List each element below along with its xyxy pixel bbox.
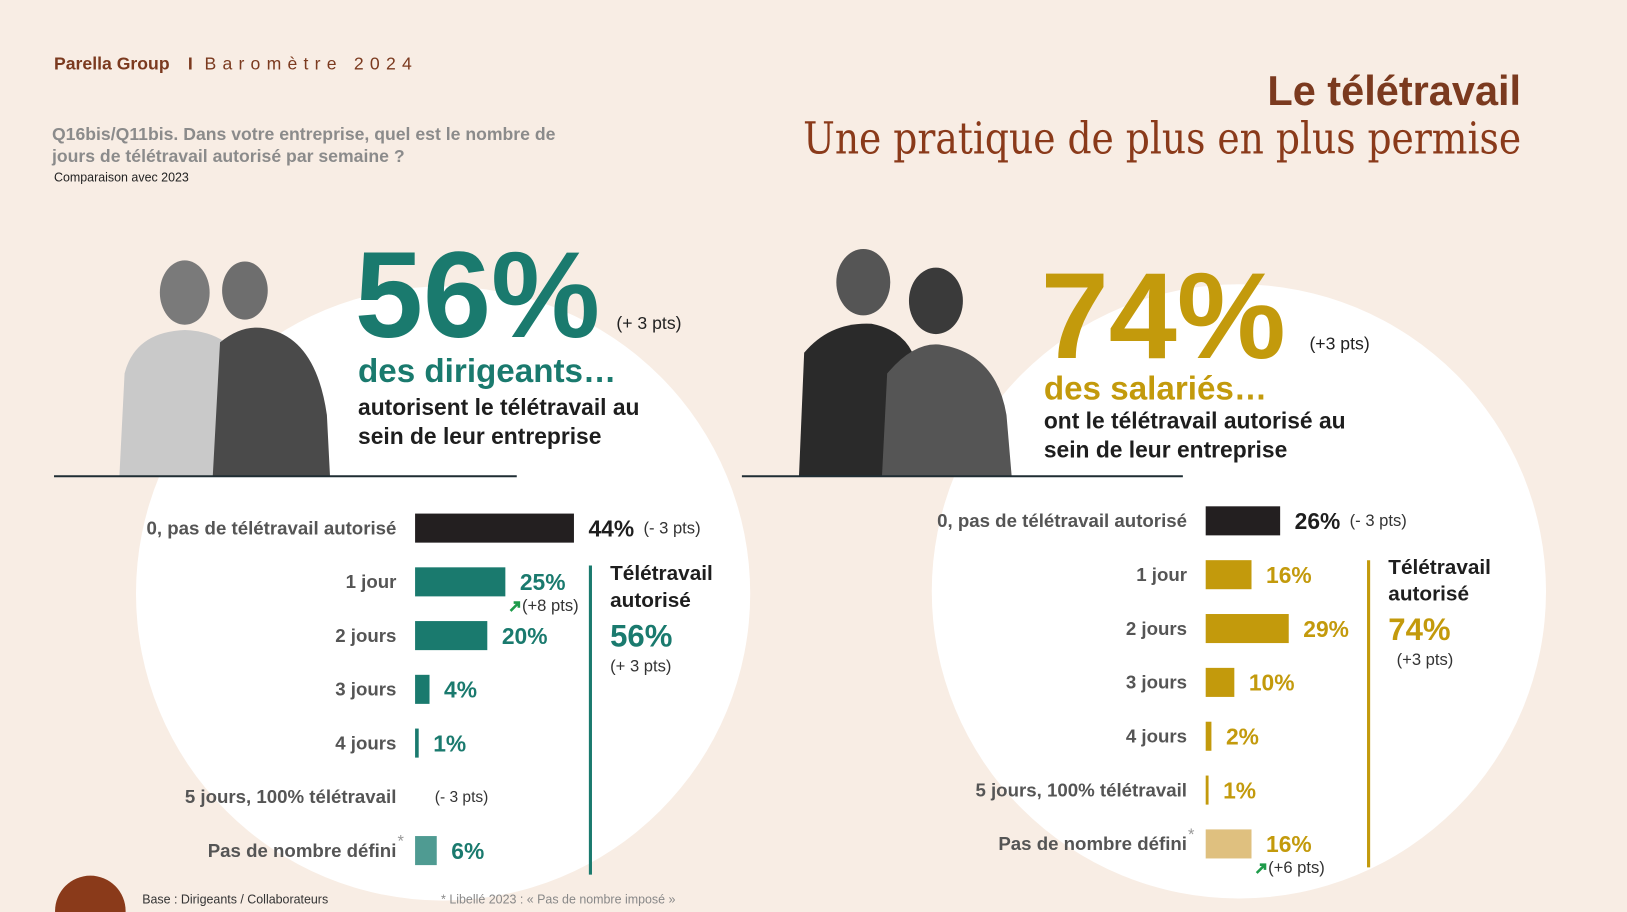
value-label: 10% xyxy=(1249,670,1295,696)
headline-change: (+ 3 pts) xyxy=(616,313,681,333)
bar xyxy=(1205,829,1252,859)
category-label: 2 jours xyxy=(335,625,396,646)
subtitle: Une pratique de plus en plus permise xyxy=(803,115,1521,165)
bar xyxy=(1205,614,1289,644)
headline-description: sein de leur entreprise xyxy=(358,423,601,449)
footer-base: Base : Dirigeants / Collaborateurs xyxy=(142,893,328,907)
value-label: 1% xyxy=(1223,777,1256,803)
bar xyxy=(1205,721,1212,751)
value-label: 6% xyxy=(451,838,484,864)
value-label: 4% xyxy=(444,677,477,703)
comparison: Comparaison avec 2023 xyxy=(54,171,189,185)
title: Le télétravail xyxy=(1267,67,1521,114)
bar xyxy=(1205,506,1281,536)
separator: I xyxy=(188,54,193,74)
value-label: 25% xyxy=(520,569,566,595)
bar xyxy=(415,621,488,651)
bar xyxy=(1205,775,1209,805)
value-label: 1% xyxy=(433,730,466,756)
bar xyxy=(1205,667,1235,697)
person-photo xyxy=(119,260,331,477)
category-label: 0, pas de télétravail autorisé xyxy=(937,510,1187,531)
backdrop-circle xyxy=(931,284,1547,899)
headline-value: 56% xyxy=(355,226,600,363)
headline-description: autorisent le télétravail au xyxy=(358,394,639,420)
headline-change: (+3 pts) xyxy=(1309,334,1369,354)
value-label: 29% xyxy=(1303,616,1349,642)
bar xyxy=(415,513,574,543)
category-label: 5 jours, 100% télétravail xyxy=(975,779,1187,800)
person-photo xyxy=(798,249,1012,477)
bar xyxy=(415,674,430,704)
bar xyxy=(415,836,437,866)
value-label: 44% xyxy=(588,515,634,541)
up-arrow xyxy=(509,601,521,612)
question-line: Q16bis/Q11bis. Dans votre entreprise, qu… xyxy=(52,124,556,144)
category-label: 3 jours xyxy=(335,679,396,700)
summary-label: autorisé xyxy=(610,589,691,612)
change-label: (- 3 pts) xyxy=(435,789,489,806)
headline-group: des salariés… xyxy=(1044,370,1267,407)
change-label: (- 3 pts) xyxy=(1350,511,1407,530)
value-label: 2% xyxy=(1226,724,1259,750)
change-label: (+8 pts) xyxy=(522,596,579,615)
category-label: 1 jour xyxy=(346,571,397,592)
headline-group: des dirigeants… xyxy=(358,353,616,390)
change-label: (- 3 pts) xyxy=(643,518,700,537)
footer-badge xyxy=(55,875,126,912)
summary-label: Télétravail xyxy=(610,562,713,585)
headline-value: 74% xyxy=(1041,247,1286,384)
summary-value: 56% xyxy=(610,618,672,653)
category-label: 3 jours xyxy=(1126,672,1187,693)
brand: Parella Group xyxy=(54,54,170,74)
summary-change: (+ 3 pts) xyxy=(610,656,671,675)
category-label: Pas de nombre défini xyxy=(998,833,1187,854)
change-label: (+6 pts) xyxy=(1268,858,1325,877)
bar xyxy=(415,728,419,758)
value-label: 16% xyxy=(1266,562,1312,588)
summary-label: Télétravail xyxy=(1388,556,1491,579)
edition: Baromètre 2024 xyxy=(204,54,418,74)
summary-change: (+3 pts) xyxy=(1397,650,1454,669)
category-label: 0, pas de télétravail autorisé xyxy=(147,517,397,538)
value-label: 16% xyxy=(1266,831,1312,857)
bar xyxy=(1205,560,1252,590)
footnote-marker: * xyxy=(397,831,404,850)
footer-note: * Libellé 2023 : « Pas de nombre imposé … xyxy=(441,893,675,907)
headline-description: ont le télétravail autorisé au xyxy=(1044,408,1346,434)
value-label: 20% xyxy=(502,623,548,649)
category-label: Pas de nombre défini xyxy=(208,840,397,861)
bar xyxy=(415,567,506,597)
category-label: 4 jours xyxy=(335,732,396,753)
value-label: 26% xyxy=(1295,508,1341,534)
footnote-marker: * xyxy=(1188,825,1195,844)
headline-description: sein de leur entreprise xyxy=(1044,437,1287,463)
summary-value: 74% xyxy=(1388,612,1450,647)
summary-label: autorisé xyxy=(1388,583,1469,606)
up-arrow xyxy=(1255,863,1267,874)
category-label: 1 jour xyxy=(1136,564,1187,585)
category-label: 5 jours, 100% télétravail xyxy=(185,786,397,807)
category-label: 4 jours xyxy=(1126,725,1187,746)
question-line: jours de télétravail autorisé par semain… xyxy=(51,146,405,166)
category-label: 2 jours xyxy=(1126,618,1187,639)
